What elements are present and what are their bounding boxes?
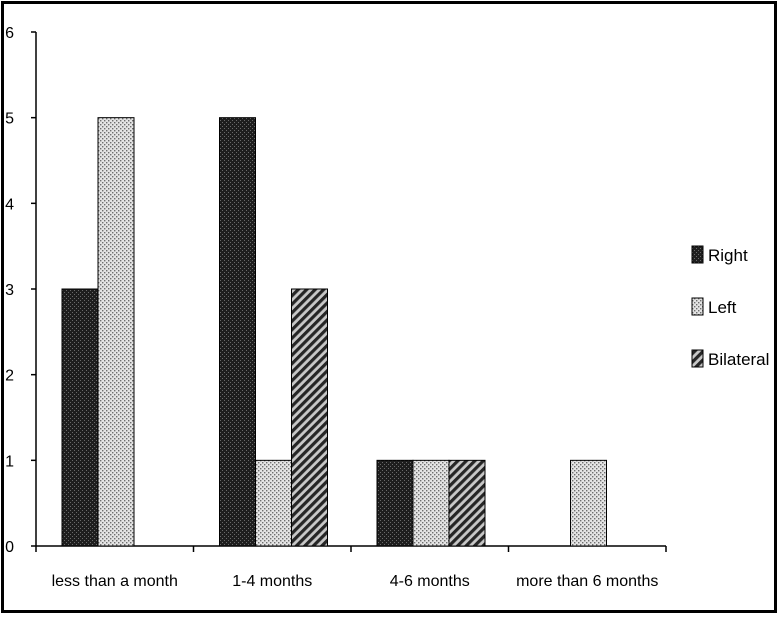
legend-swatch-bilateral (691, 349, 704, 368)
legend-label-left: Left (708, 298, 737, 317)
x-tick-label-1-4-months: 1-4 months (232, 573, 312, 590)
legend-label-right: Right (708, 246, 748, 265)
y-tick-label: 5 (5, 111, 14, 128)
bar-bilateral-4-6-months (448, 459, 486, 547)
legend: Right Left Bilateral (691, 245, 769, 369)
x-tick-label-4-6-months: 4-6 months (390, 573, 470, 590)
bar-right-4-6-months (376, 459, 414, 547)
x-tick-label-more-than-6-months: more than 6 months (516, 573, 658, 590)
bar-left-4-6-months (412, 459, 450, 547)
bar-left-more-than-6-months (570, 459, 607, 547)
bar-left-1-4-months (255, 459, 292, 547)
bar-right-less-than-a-month (61, 288, 99, 547)
y-tick-label: 6 (5, 25, 14, 42)
bar-bilateral-1-4-months (291, 288, 328, 547)
y-tick-label: 3 (5, 282, 14, 299)
y-tick-label: 0 (5, 539, 14, 556)
legend-swatch-left (691, 297, 704, 316)
axes: 0 1 2 3 4 5 6 less than a month 1-4 months 4-6 mo… (5, 25, 667, 590)
legend-swatch-right (691, 245, 704, 264)
x-tick-label-less-than-a-month: less than a month (52, 573, 178, 590)
y-tick-label: 2 (5, 368, 14, 385)
y-tick-label: 1 (5, 453, 14, 470)
bars (61, 117, 607, 547)
bar-right-1-4-months (219, 117, 256, 547)
y-tick-label: 4 (5, 196, 14, 213)
bar-left-less-than-a-month (97, 117, 135, 547)
legend-label-bilateral: Bilateral (708, 350, 769, 369)
